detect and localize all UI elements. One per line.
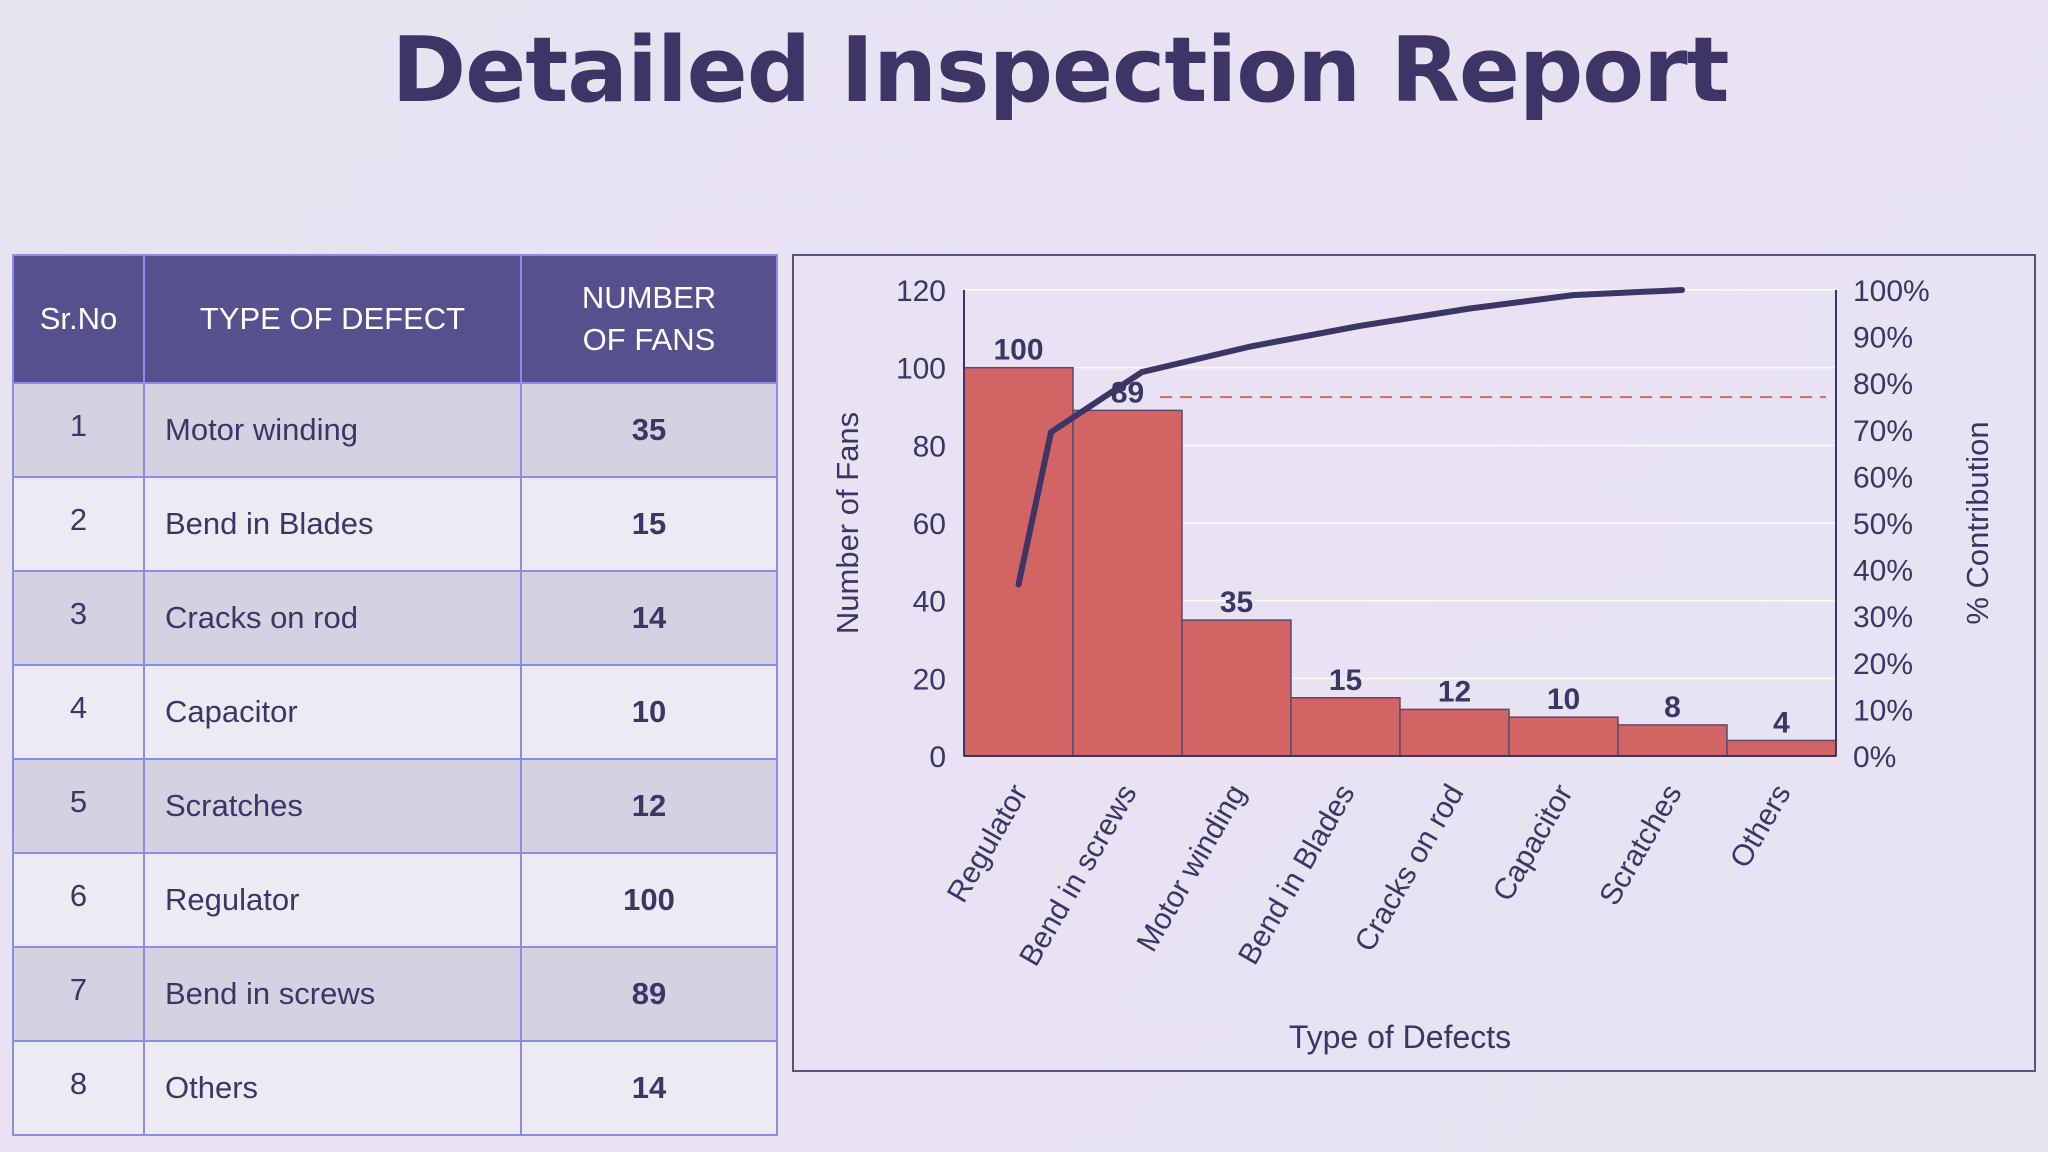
y-tick-label: 120 xyxy=(896,275,946,308)
x-category-label: Regulator xyxy=(941,779,1035,908)
sr-no-cell: 1 xyxy=(12,382,145,478)
header-sr-no: Sr.No xyxy=(12,254,145,384)
bar-value-label: 35 xyxy=(1220,586,1253,619)
x-axis-title: Type of Defects xyxy=(1289,1019,1511,1055)
bar-value-label: 12 xyxy=(1438,675,1471,708)
y-tick-label: 60 xyxy=(913,508,946,541)
x-category-label: Capacitor xyxy=(1487,779,1580,907)
page-title: Detailed Inspection Report xyxy=(391,18,1729,123)
y2-tick-label: 100% xyxy=(1853,275,1930,308)
table-row: 5 Scratches 12 xyxy=(12,758,778,854)
bar xyxy=(1072,409,1183,757)
x-category-label: Motor winding xyxy=(1131,779,1253,957)
y-tick-label: 100 xyxy=(896,353,946,386)
x-category-label: Others xyxy=(1724,779,1798,873)
y-axis-title: Number of Fans xyxy=(830,412,865,634)
defect-type-cell: Capacitor xyxy=(143,664,522,760)
bar-value-label: 4 xyxy=(1773,706,1790,739)
table-row: 1 Motor winding 35 xyxy=(12,382,778,478)
y2-tick-label: 70% xyxy=(1853,415,1913,448)
bar xyxy=(1726,739,1837,757)
x-category-label: Cracks on rod xyxy=(1349,779,1471,957)
bar-value-label: 15 xyxy=(1329,664,1362,697)
fan-count-cell: 15 xyxy=(520,476,778,572)
bar-value-label: 8 xyxy=(1664,691,1681,724)
sr-no-cell: 7 xyxy=(12,946,145,1042)
table-row: 7 Bend in screws 89 xyxy=(12,946,778,1042)
bar xyxy=(1508,716,1619,757)
pareto-chart-panel: 0 20 40 60 80 100 120 0% 10% 20% 30% 40% 50% 60% 70% 80… xyxy=(792,254,2036,1072)
bar xyxy=(1399,708,1510,757)
fan-count-cell: 14 xyxy=(520,1040,778,1136)
header-type-of-defect: TYPE OF DEFECT xyxy=(143,254,522,384)
fan-count-cell: 35 xyxy=(520,382,778,478)
pareto-chart: 0 20 40 60 80 100 120 0% 10% 20% 30% 40% 50% 60% 70% 80… xyxy=(830,275,1995,1055)
fan-count-cell: 14 xyxy=(520,570,778,666)
defect-type-cell: Cracks on rod xyxy=(143,570,522,666)
y2-tick-label: 10% xyxy=(1853,694,1913,727)
defect-type-cell: Others xyxy=(143,1040,522,1136)
bar-value-label: 100 xyxy=(993,334,1043,367)
fan-count-cell: 89 xyxy=(520,946,778,1042)
x-category-label: Scratches xyxy=(1593,779,1688,911)
sr-no-cell: 6 xyxy=(12,852,145,948)
fan-count-cell: 12 xyxy=(520,758,778,854)
fan-count-cell: 10 xyxy=(520,664,778,760)
fan-count-cell: 100 xyxy=(520,852,778,948)
table-row: 6 Regulator 100 xyxy=(12,852,778,948)
table-row: 8 Others 14 xyxy=(12,1040,778,1136)
sr-no-cell: 8 xyxy=(12,1040,145,1136)
sr-no-cell: 3 xyxy=(12,570,145,666)
y2-tick-label: 0% xyxy=(1853,741,1896,774)
bar xyxy=(1617,724,1728,757)
sr-no-cell: 4 xyxy=(12,664,145,760)
y-tick-label: 20 xyxy=(913,663,946,696)
bar xyxy=(1181,619,1292,757)
header-number-of-fans: NUMBER OF FANS xyxy=(520,254,778,384)
y2-tick-label: 40% xyxy=(1853,555,1913,588)
table-row: 2 Bend in Blades 15 xyxy=(12,476,778,572)
y-tick-label: 80 xyxy=(913,430,946,463)
x-category-label: Bend in screws xyxy=(1013,779,1143,972)
defect-type-cell: Bend in Blades xyxy=(143,476,522,572)
y2-tick-label: 20% xyxy=(1853,648,1913,681)
x-category-label: Bend in Blades xyxy=(1232,779,1361,970)
y2-tick-label: 60% xyxy=(1853,461,1913,494)
sr-no-cell: 5 xyxy=(12,758,145,854)
defect-type-cell: Scratches xyxy=(143,758,522,854)
bar xyxy=(1290,697,1401,757)
y-tick-label: 40 xyxy=(913,586,946,619)
cumulative-line xyxy=(1015,287,1685,588)
bar-value-label: 10 xyxy=(1547,683,1580,716)
header-number-of-fans-label: NUMBER OF FANS xyxy=(581,280,717,357)
sr-no-cell: 2 xyxy=(12,476,145,572)
y2-tick-label: 50% xyxy=(1853,508,1913,541)
y2-tick-label: 90% xyxy=(1853,322,1913,355)
defect-table: Sr.No TYPE OF DEFECT NUMBER OF FANS 1 Mo… xyxy=(12,254,778,1136)
table-header-row: Sr.No TYPE OF DEFECT NUMBER OF FANS xyxy=(12,254,778,384)
y2-axis-title: % Contribution xyxy=(1960,421,1995,624)
y2-tick-label: 30% xyxy=(1853,601,1913,634)
table-row: 4 Capacitor 10 xyxy=(12,664,778,760)
y2-tick-label: 80% xyxy=(1853,368,1913,401)
table-row: 3 Cracks on rod 14 xyxy=(12,570,778,666)
defect-type-cell: Motor winding xyxy=(143,382,522,478)
defect-type-cell: Regulator xyxy=(143,852,522,948)
y-tick-label: 0 xyxy=(929,741,946,774)
defect-type-cell: Bend in screws xyxy=(143,946,522,1042)
